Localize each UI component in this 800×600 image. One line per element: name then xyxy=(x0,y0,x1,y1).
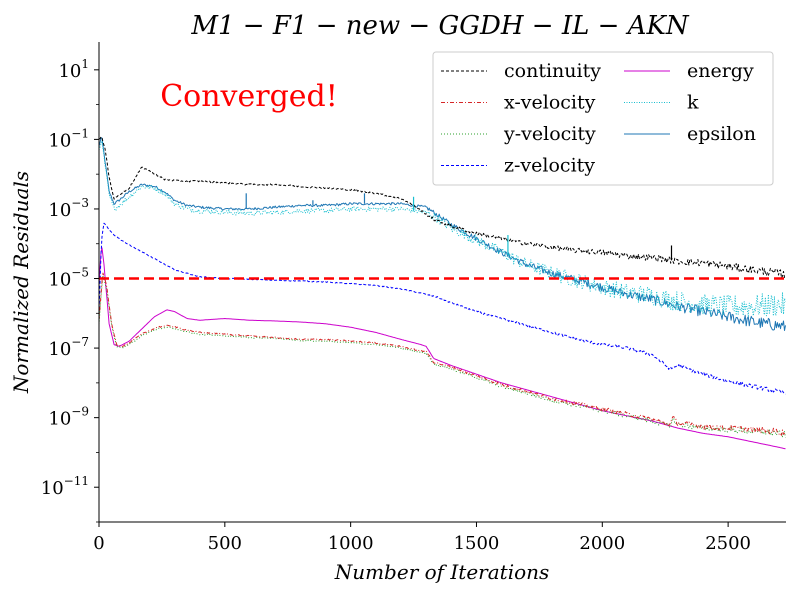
series-line-x-velocity xyxy=(99,272,786,436)
legend: continuity x-velocity y-velocity z-velocity… xyxy=(432,51,774,186)
legend-label-y-velocity: y-velocity xyxy=(503,123,596,145)
y-tick-label: 10−3 xyxy=(48,196,89,221)
plot-lines xyxy=(99,136,786,450)
series-line-k xyxy=(99,140,786,317)
legend-label-continuity: continuity xyxy=(504,60,601,82)
legend-label-k: k xyxy=(687,92,699,114)
y-tick-label: 10−1 xyxy=(48,126,89,151)
x-tick-label: 1000 xyxy=(328,533,374,554)
ticks: 0 500 1000 1500 2000 2500 101 10−1 10−3 10−5 10−7 1… xyxy=(41,57,751,554)
x-tick-label: 1500 xyxy=(454,533,500,554)
legend-frame xyxy=(432,51,774,186)
axes xyxy=(98,42,786,523)
y-axis-label: Normalized Residuals xyxy=(9,171,33,394)
x-tick-label: 500 xyxy=(208,533,242,554)
y-tick-label: 10−7 xyxy=(48,335,89,360)
series-line-continuity xyxy=(99,136,786,279)
x-tick-label: 2500 xyxy=(705,533,751,554)
series-line-z-velocity xyxy=(99,222,786,395)
y-tick-label: 10−11 xyxy=(41,474,89,499)
legend-label-x-velocity: x-velocity xyxy=(504,92,596,114)
converged-annotation: Converged! xyxy=(160,79,338,114)
legend-label-epsilon: epsilon xyxy=(687,123,756,145)
chart-title: M1 − F1 − new − GGDH − IL − AKN xyxy=(190,11,690,41)
x-tick-label: 2000 xyxy=(579,533,625,554)
legend-label-energy: energy xyxy=(687,60,754,82)
series-group xyxy=(99,136,786,450)
series-line-y-velocity xyxy=(99,275,786,438)
y-tick-label: 10−5 xyxy=(48,266,89,291)
legend-label-z-velocity: z-velocity xyxy=(504,155,595,177)
y-tick-label: 101 xyxy=(58,57,89,82)
x-tick-label: 0 xyxy=(93,533,104,554)
series-line-energy xyxy=(99,247,786,450)
y-tick-label: 10−9 xyxy=(48,405,89,430)
x-axis-label: Number of Iterations xyxy=(334,560,550,584)
